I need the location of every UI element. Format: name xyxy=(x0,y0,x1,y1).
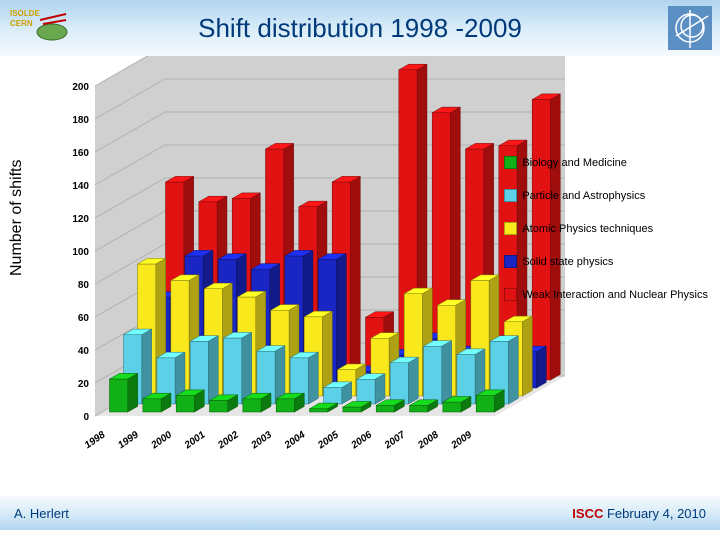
svg-text:2006: 2006 xyxy=(349,429,375,452)
svg-text:2003: 2003 xyxy=(249,429,275,452)
svg-text:120: 120 xyxy=(72,214,89,225)
isolde-logo: ISOLDE CERN xyxy=(8,6,68,46)
legend-item: Particle and Astrophysics xyxy=(504,189,708,202)
svg-text:1999: 1999 xyxy=(116,429,141,451)
legend-label: Solid state physics xyxy=(522,256,613,268)
legend-label: Weak Interaction and Nuclear Physics xyxy=(522,289,708,301)
legend-item: Biology and Medicine xyxy=(504,156,708,169)
svg-text:2005: 2005 xyxy=(315,429,341,452)
page-title: Shift distribution 1998 -2009 xyxy=(198,13,522,44)
svg-text:180: 180 xyxy=(72,115,89,126)
svg-text:1998: 1998 xyxy=(83,429,108,451)
legend-swatch xyxy=(504,189,517,202)
legend-item: Weak Interaction and Nuclear Physics xyxy=(504,288,708,301)
svg-text:2001: 2001 xyxy=(182,429,208,452)
footer-bar: A. Herlert ISCC February 4, 2010 xyxy=(0,496,720,530)
svg-text:140: 140 xyxy=(72,181,89,192)
svg-text:100: 100 xyxy=(72,247,89,258)
legend-item: Solid state physics xyxy=(504,255,708,268)
svg-text:200: 200 xyxy=(72,82,89,93)
svg-text:20: 20 xyxy=(78,379,90,390)
legend: Biology and Medicine Particle and Astroph… xyxy=(504,156,708,321)
legend-label: Atomic Physics techniques xyxy=(522,223,653,235)
svg-text:2002: 2002 xyxy=(215,429,241,452)
svg-text:2004: 2004 xyxy=(282,429,308,452)
svg-text:2000: 2000 xyxy=(149,429,175,452)
svg-text:2009: 2009 xyxy=(449,429,475,452)
legend-label: Particle and Astrophysics xyxy=(522,190,645,202)
svg-text:80: 80 xyxy=(78,280,90,291)
svg-text:60: 60 xyxy=(78,313,90,324)
y-axis-label: Number of shifts xyxy=(8,160,26,276)
svg-text:40: 40 xyxy=(78,346,90,357)
svg-text:2007: 2007 xyxy=(382,429,408,452)
header-bar: ISOLDE CERN Shift distribution 1998 -200… xyxy=(0,0,720,56)
footer-date-text: February 4, 2010 xyxy=(607,506,706,521)
footer-committee: ISCC xyxy=(572,506,603,521)
legend-item: Atomic Physics techniques xyxy=(504,222,708,235)
svg-text:0: 0 xyxy=(83,412,89,423)
svg-text:CERN: CERN xyxy=(10,19,33,28)
cern-logo xyxy=(668,6,712,50)
svg-text:2008: 2008 xyxy=(415,429,441,452)
svg-text:ISOLDE: ISOLDE xyxy=(10,9,40,18)
legend-swatch xyxy=(504,222,517,235)
footer-author: A. Herlert xyxy=(14,506,69,521)
chart-area: Number of shifts 0 20 40 60 80 100 120 140 160 18… xyxy=(0,56,720,496)
footer-date: ISCC February 4, 2010 xyxy=(572,506,706,521)
legend-swatch xyxy=(504,255,517,268)
legend-swatch xyxy=(504,288,517,301)
legend-swatch xyxy=(504,156,517,169)
svg-text:160: 160 xyxy=(72,148,89,159)
legend-label: Biology and Medicine xyxy=(522,157,627,169)
